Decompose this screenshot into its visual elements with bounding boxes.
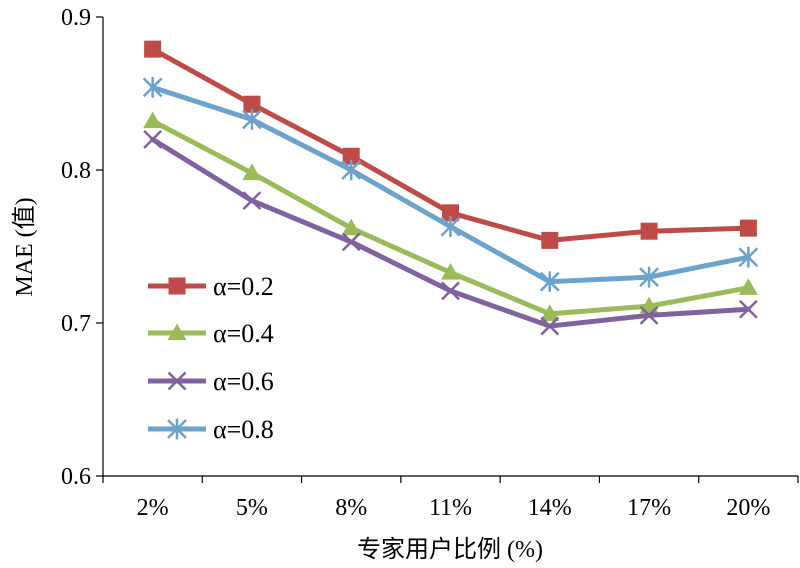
legend: α=0.2 α=0.4 α=0.6 α=0.8 bbox=[148, 272, 274, 444]
series-4 bbox=[142, 77, 759, 293]
star-marker bbox=[142, 77, 163, 98]
star-marker bbox=[639, 266, 659, 288]
y-tick-label: 0.9 bbox=[61, 5, 91, 31]
star-marker bbox=[738, 246, 759, 268]
x-tick-label: 5% bbox=[236, 495, 268, 521]
x-marker bbox=[242, 191, 262, 210]
square-marker bbox=[243, 95, 261, 113]
x-tick-label: 2% bbox=[137, 495, 169, 521]
star-marker bbox=[539, 271, 560, 293]
legend-item: α=0.6 bbox=[148, 367, 274, 396]
x-marker bbox=[639, 305, 659, 325]
x-marker bbox=[441, 281, 460, 301]
legend-item: α=0.4 bbox=[148, 319, 274, 348]
legend-item: α=0.8 bbox=[148, 415, 274, 444]
triangle-marker bbox=[242, 163, 262, 181]
x-tick-label: 11% bbox=[429, 495, 472, 521]
y-axis-title: MAE (值) bbox=[11, 197, 38, 296]
triangle-marker bbox=[540, 304, 560, 321]
square-marker bbox=[442, 204, 459, 222]
x-axis-title: 专家用户比例 (%) bbox=[357, 536, 543, 563]
square-marker bbox=[739, 219, 757, 237]
square-marker bbox=[541, 231, 559, 249]
star-marker bbox=[440, 216, 461, 237]
y-tick-label: 0.8 bbox=[61, 158, 91, 184]
x-marker bbox=[341, 232, 361, 252]
star-marker bbox=[242, 109, 262, 130]
square-marker bbox=[640, 222, 658, 240]
triangle-marker bbox=[143, 111, 163, 129]
series-lines bbox=[142, 40, 759, 336]
series-1 bbox=[144, 40, 757, 249]
x-marker bbox=[143, 130, 163, 149]
x-marker bbox=[738, 299, 758, 319]
star-marker bbox=[167, 418, 187, 440]
triangle-marker bbox=[341, 218, 361, 236]
series-3 bbox=[143, 130, 758, 336]
x-tick-label: 14% bbox=[528, 495, 572, 521]
legend-label: α=0.6 bbox=[213, 367, 274, 396]
y-ticks: 0.6 0.7 0.8 0.9 bbox=[61, 5, 103, 490]
star-marker bbox=[341, 159, 362, 181]
legend-label: α=0.4 bbox=[213, 319, 274, 348]
triangle-marker bbox=[167, 323, 187, 341]
y-tick-label: 0.6 bbox=[61, 464, 91, 490]
triangle-marker bbox=[441, 263, 460, 280]
x-tick-label: 8% bbox=[335, 495, 367, 521]
square-marker bbox=[168, 277, 186, 295]
x-ticks: 2% 5% 8% 11% 14% 17% 20% bbox=[102, 476, 799, 521]
series-line bbox=[150, 84, 751, 285]
x-tick-label: 17% bbox=[627, 495, 671, 521]
x-tick-label: 20% bbox=[726, 495, 770, 521]
square-marker bbox=[342, 147, 360, 165]
x-marker bbox=[167, 371, 187, 391]
legend-item: α=0.2 bbox=[148, 272, 274, 301]
axes bbox=[102, 17, 798, 477]
legend-label: α=0.2 bbox=[213, 272, 274, 301]
y-tick-label: 0.7 bbox=[61, 311, 91, 337]
x-marker bbox=[540, 316, 560, 336]
square-marker bbox=[144, 40, 162, 58]
triangle-marker bbox=[738, 278, 758, 295]
legend-label: α=0.8 bbox=[213, 415, 274, 444]
